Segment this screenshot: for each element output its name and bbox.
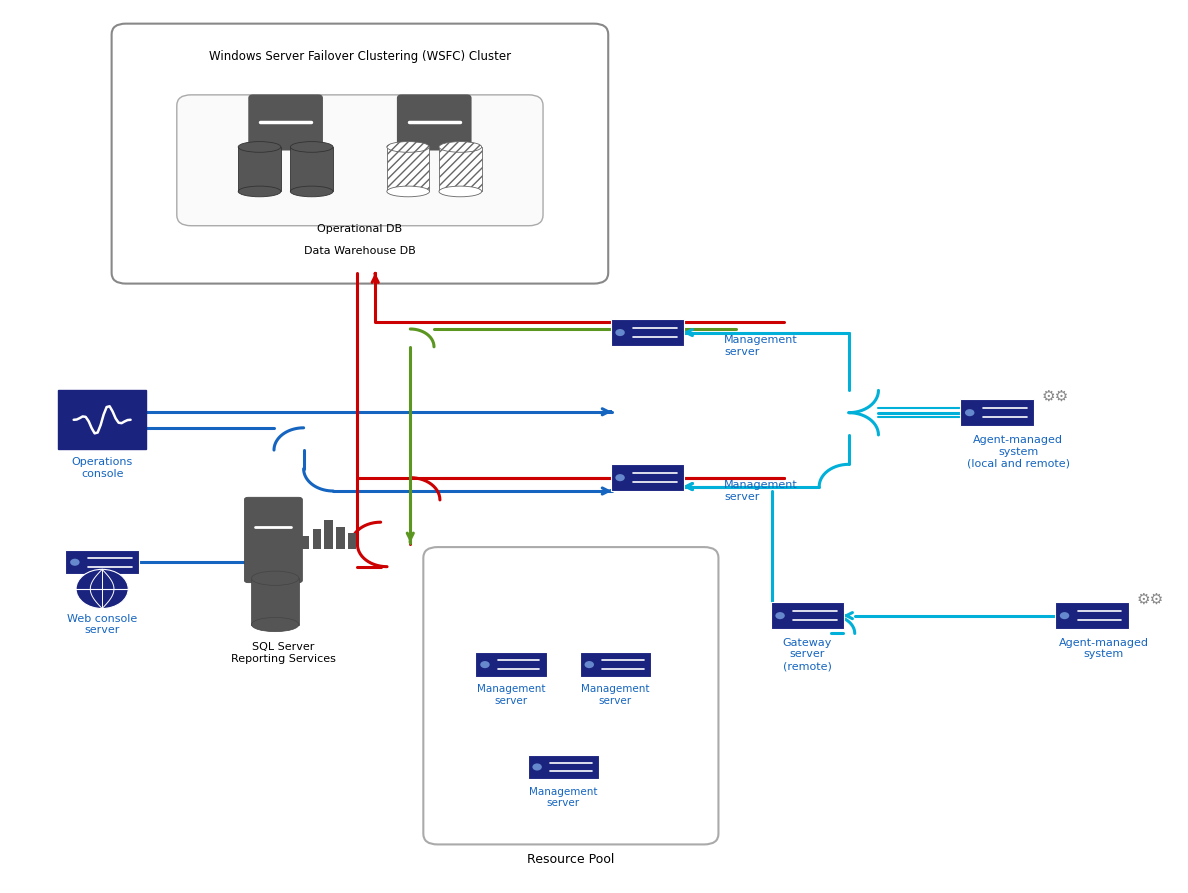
Text: Management
server: Management server: [725, 335, 798, 356]
Circle shape: [1060, 612, 1069, 619]
FancyBboxPatch shape: [177, 95, 543, 226]
FancyBboxPatch shape: [65, 550, 139, 574]
Text: Management
server: Management server: [529, 787, 598, 808]
Circle shape: [615, 474, 625, 481]
Text: Gateway
server
(remote): Gateway server (remote): [783, 638, 832, 672]
FancyBboxPatch shape: [611, 464, 684, 491]
Ellipse shape: [239, 142, 280, 153]
Bar: [387, 147, 430, 191]
FancyBboxPatch shape: [58, 390, 146, 449]
Text: ⚙⚙: ⚙⚙: [1042, 388, 1069, 404]
Bar: [348, 533, 356, 549]
Ellipse shape: [387, 142, 430, 153]
FancyBboxPatch shape: [475, 652, 546, 677]
Text: Management
server: Management server: [581, 684, 650, 705]
Ellipse shape: [252, 572, 299, 586]
Ellipse shape: [387, 186, 430, 196]
Text: Windows Server Failover Clustering (WSFC) Cluster: Windows Server Failover Clustering (WSFC…: [209, 50, 511, 63]
Bar: [301, 537, 309, 549]
FancyBboxPatch shape: [960, 399, 1034, 426]
FancyBboxPatch shape: [1055, 602, 1129, 629]
Circle shape: [965, 409, 974, 416]
Circle shape: [532, 764, 542, 771]
Ellipse shape: [440, 142, 481, 153]
FancyBboxPatch shape: [527, 755, 599, 780]
Text: Operational DB: Operational DB: [317, 224, 403, 234]
Ellipse shape: [252, 617, 299, 631]
FancyBboxPatch shape: [423, 547, 719, 845]
FancyBboxPatch shape: [245, 497, 303, 583]
Circle shape: [584, 661, 594, 668]
Text: Agent-managed
system
(local and remote): Agent-managed system (local and remote): [967, 435, 1070, 468]
Bar: [252, 579, 299, 624]
Bar: [324, 521, 333, 549]
Bar: [239, 147, 280, 191]
Ellipse shape: [440, 186, 481, 196]
Circle shape: [776, 612, 785, 619]
FancyBboxPatch shape: [397, 95, 472, 151]
Circle shape: [76, 570, 128, 608]
Text: Management
server: Management server: [476, 684, 545, 705]
Text: ⚙⚙: ⚙⚙: [1137, 592, 1164, 606]
Text: Web console
server: Web console server: [67, 613, 138, 636]
Text: SQL Server
Reporting Services: SQL Server Reporting Services: [230, 642, 336, 664]
Circle shape: [480, 661, 489, 668]
Bar: [336, 527, 345, 549]
Ellipse shape: [239, 186, 280, 196]
Text: Management
server: Management server: [725, 480, 798, 502]
Bar: [312, 530, 321, 549]
Text: Data Warehouse DB: Data Warehouse DB: [304, 246, 416, 256]
FancyBboxPatch shape: [611, 319, 684, 346]
Circle shape: [615, 329, 625, 336]
FancyBboxPatch shape: [771, 602, 845, 629]
FancyBboxPatch shape: [580, 652, 651, 677]
Text: Operations
console: Operations console: [71, 457, 133, 479]
Text: Agent-managed
system: Agent-managed system: [1059, 638, 1149, 660]
Circle shape: [70, 559, 80, 566]
Ellipse shape: [290, 186, 333, 196]
Text: Resource Pool: Resource Pool: [527, 854, 614, 866]
FancyBboxPatch shape: [112, 23, 608, 284]
Bar: [440, 147, 481, 191]
FancyBboxPatch shape: [248, 95, 323, 151]
Bar: [290, 147, 333, 191]
Ellipse shape: [290, 142, 333, 153]
